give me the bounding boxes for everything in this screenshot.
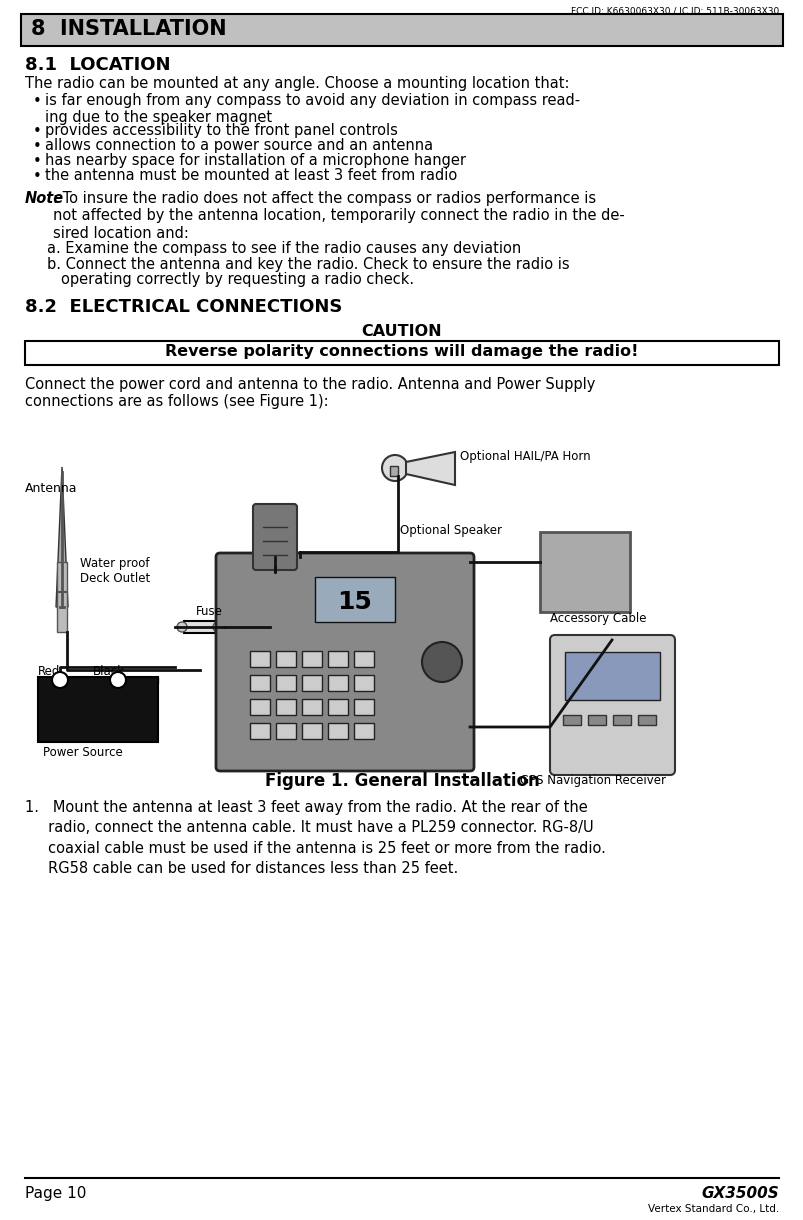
Circle shape: [110, 672, 126, 688]
Text: a. Examine the compass to see if the radio causes any deviation: a. Examine the compass to see if the rad…: [47, 242, 520, 256]
Bar: [250, 651, 270, 667]
Text: •: •: [33, 124, 42, 139]
Polygon shape: [56, 467, 68, 608]
Circle shape: [52, 672, 68, 688]
Text: provides accessibility to the front panel controls: provides accessibility to the front pane…: [45, 123, 397, 138]
Bar: [302, 675, 321, 691]
FancyBboxPatch shape: [216, 553, 474, 771]
Bar: [302, 699, 321, 715]
Text: the antenna must be mounted at least 3 feet from radio: the antenna must be mounted at least 3 f…: [45, 168, 457, 183]
Text: -: -: [116, 673, 120, 687]
Bar: [184, 621, 216, 633]
Text: FCC ID: K6630063X30 / IC ID: 511B-30063X30: FCC ID: K6630063X30 / IC ID: 511B-30063X…: [570, 6, 778, 15]
Bar: [25, 342, 778, 365]
FancyBboxPatch shape: [549, 634, 675, 775]
Bar: [38, 677, 158, 683]
Text: Optional Speaker: Optional Speaker: [400, 525, 501, 537]
Bar: [328, 675, 348, 691]
Text: Figure 1. General Installation: Figure 1. General Installation: [264, 772, 539, 791]
Circle shape: [381, 455, 407, 481]
Text: b. Connect the antenna and key the radio. Check to ensure the radio is: b. Connect the antenna and key the radio…: [47, 257, 569, 272]
Bar: [250, 699, 270, 715]
Bar: [562, 715, 581, 725]
Bar: [250, 675, 270, 691]
Bar: [315, 577, 394, 622]
Circle shape: [422, 642, 462, 682]
Bar: [250, 723, 270, 739]
Text: Red: Red: [38, 665, 60, 678]
Text: Water proof
Deck Outlet: Water proof Deck Outlet: [80, 558, 150, 586]
Bar: [353, 699, 373, 715]
Polygon shape: [406, 451, 454, 486]
Bar: [540, 532, 630, 612]
Bar: [328, 699, 348, 715]
Text: 8.1  LOCATION: 8.1 LOCATION: [25, 56, 170, 74]
Bar: [275, 651, 296, 667]
Text: •: •: [33, 139, 42, 154]
Bar: [275, 675, 296, 691]
Bar: [389, 466, 397, 476]
Text: 8.2  ELECTRICAL CONNECTIONS: 8.2 ELECTRICAL CONNECTIONS: [25, 298, 342, 316]
Text: Fuse: Fuse: [196, 605, 222, 619]
Bar: [328, 723, 348, 739]
Bar: [612, 715, 630, 725]
Text: •: •: [33, 94, 42, 109]
Bar: [302, 651, 321, 667]
Bar: [565, 651, 659, 700]
Text: Antenna: Antenna: [25, 482, 77, 495]
Text: 8  INSTALLATION: 8 INSTALLATION: [31, 20, 226, 39]
Bar: [638, 715, 655, 725]
Text: is far enough from any compass to avoid any deviation in compass read-
ing due t: is far enough from any compass to avoid …: [45, 93, 580, 126]
Text: The radio can be mounted at any angle. Choose a mounting location that:: The radio can be mounted at any angle. C…: [25, 76, 569, 92]
Bar: [328, 651, 348, 667]
Text: Connect the power cord and antenna to the radio. Antenna and Power Supply: Connect the power cord and antenna to th…: [25, 377, 595, 392]
Text: Note: Note: [25, 192, 64, 206]
Bar: [38, 677, 158, 742]
Text: 15: 15: [337, 590, 372, 614]
Bar: [21, 13, 782, 46]
Text: Accessory Cable: Accessory Cable: [549, 612, 646, 625]
Text: connections are as follows (see Figure 1):: connections are as follows (see Figure 1…: [25, 394, 328, 409]
Text: CAUTION: CAUTION: [361, 325, 442, 339]
Text: Optional HAIL/PA Horn: Optional HAIL/PA Horn: [459, 450, 590, 464]
Text: : To insure the radio does not affect the compass or radios performance is
not a: : To insure the radio does not affect th…: [53, 192, 624, 240]
Bar: [275, 699, 296, 715]
Text: Power Source: Power Source: [43, 745, 123, 759]
Bar: [353, 651, 373, 667]
Text: 1.   Mount the antenna at least 3 feet away from the radio. At the rear of the
 : 1. Mount the antenna at least 3 feet awa…: [25, 800, 605, 876]
Bar: [353, 723, 373, 739]
Text: •: •: [33, 170, 42, 184]
Text: GX3500S: GX3500S: [700, 1186, 778, 1200]
Text: operating correctly by requesting a radio check.: operating correctly by requesting a radi…: [61, 272, 414, 287]
FancyBboxPatch shape: [253, 504, 296, 570]
Text: has nearby space for installation of a microphone hanger: has nearby space for installation of a m…: [45, 152, 466, 168]
Bar: [57, 562, 67, 632]
Bar: [275, 723, 296, 739]
Text: +: +: [55, 673, 65, 687]
Circle shape: [177, 622, 187, 632]
Bar: [587, 715, 605, 725]
Bar: [353, 675, 373, 691]
Text: Reverse polarity connections will damage the radio!: Reverse polarity connections will damage…: [165, 344, 638, 359]
Text: Page 10: Page 10: [25, 1186, 86, 1200]
Bar: [302, 723, 321, 739]
Text: •: •: [33, 154, 42, 170]
Circle shape: [213, 622, 222, 632]
Text: Black: Black: [93, 665, 124, 678]
Text: allows connection to a power source and an antenna: allows connection to a power source and …: [45, 138, 433, 152]
Text: GPS Navigation Receiver: GPS Navigation Receiver: [520, 773, 665, 787]
Text: Vertex Standard Co., Ltd.: Vertex Standard Co., Ltd.: [647, 1204, 778, 1214]
